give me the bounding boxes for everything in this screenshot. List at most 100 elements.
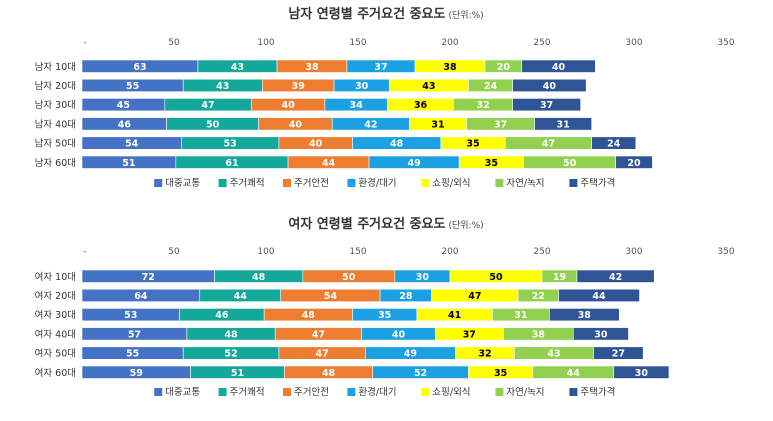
legend-label: 주거안전 [294,178,329,189]
bar-segment [549,308,620,322]
x-tick-label: 50 [168,247,180,257]
category-label: 남자 10대 [35,62,76,73]
data-label: 40 [281,100,295,111]
legend-label: 주거쾌적 [230,177,265,189]
x-tick-label: 300 [625,247,642,257]
data-label: 61 [225,158,238,169]
x-tick-label: 150 [349,38,366,48]
data-label: 53 [224,139,237,150]
data-label: 37 [494,119,507,130]
data-label: 32 [478,349,491,360]
data-label: 31 [514,310,527,321]
data-label: 31 [557,119,570,130]
category-label: 여자 60대 [35,367,76,379]
category-label: 여자 20대 [35,290,76,302]
category-label: 남자 40대 [35,119,76,130]
data-label: 51 [231,368,244,379]
bar-segment [615,155,653,169]
data-label: 59 [130,368,143,379]
data-label: 54 [125,139,139,150]
data-label: 37 [540,100,553,111]
bar-segment [572,327,629,341]
x-tick-label: 150 [349,247,366,257]
data-label: 47 [201,100,214,111]
legend-swatch [569,179,578,187]
x-tick-label: 100 [257,247,274,257]
legend-label: 주거쾌적 [230,386,265,398]
data-label: 52 [414,368,427,379]
data-label: 48 [252,272,266,283]
data-label: 47 [468,291,481,302]
x-tick-label: 200 [441,247,458,257]
data-label: 40 [309,139,323,150]
chart-unit-text: (단위:%) [448,10,483,21]
legend-label: 주택가격 [580,177,615,189]
bar-segment [521,59,596,73]
legend-swatch [569,388,578,396]
data-label: 37 [463,329,476,340]
category-label: 여자 40대 [35,328,76,340]
data-label: 47 [312,329,325,340]
data-label: 44 [234,291,248,302]
data-label: 35 [494,368,507,379]
legend-swatch [154,388,163,396]
data-label: 44 [322,158,336,169]
data-label: 44 [567,368,581,379]
legend-label: 자연/녹지 [506,387,544,398]
chart-unit-text: (단위:%) [448,220,483,231]
data-label: 47 [542,139,555,150]
x-tick-label: - [83,38,86,48]
legend-swatch [283,179,291,187]
chart-0: 남자 연령별 주거요건 중요도 (단위:%) 50 100 150 200 250 300 35… [35,6,735,189]
legend-label: 주택가격 [580,386,615,398]
legend-swatch [154,179,163,187]
data-label: 45 [117,100,130,111]
x-tick-label: 300 [625,38,642,48]
data-label: 46 [215,310,229,321]
category-label: 남자 20대 [35,81,76,92]
data-label: 51 [122,158,135,169]
data-label: 30 [635,368,649,379]
category-label: 여자 30대 [35,309,76,321]
bar-segment [576,269,655,283]
legend-swatch [421,388,430,396]
data-label: 57 [128,329,141,340]
data-label: 52 [224,349,237,360]
data-label: 50 [206,119,220,130]
data-label: 32 [477,100,490,111]
category-label: 남자 30대 [35,100,76,111]
data-label: 63 [133,62,146,73]
chart-1: 여자 연령별 주거요건 중요도 (단위:%) 50 100 150 200 250 300 35… [35,216,735,398]
data-label: 24 [607,139,621,150]
data-label: 27 [612,349,625,360]
data-label: 20 [497,62,511,73]
legend-label: 환경/대기 [358,177,396,189]
category-label: 남자 50대 [35,139,76,150]
x-tick-label: - [83,247,86,257]
x-tick-label: 100 [257,38,274,48]
data-label: 38 [305,62,319,73]
data-label: 28 [399,291,413,302]
x-tick-label: 350 [717,38,734,48]
data-label: 30 [594,329,608,340]
data-label: 47 [316,349,329,360]
data-label: 50 [342,272,356,283]
bar-segment [613,365,670,379]
legend-label: 쇼핑/외식 [432,386,470,398]
x-tick-label: 50 [168,38,180,48]
legend-label: 쇼핑/외식 [432,177,470,189]
data-label: 40 [392,329,406,340]
legend-swatch [347,388,356,396]
category-label: 여자 10대 [35,271,76,283]
data-label: 39 [292,81,305,92]
data-label: 42 [364,119,377,130]
x-tick-label: 350 [717,247,734,257]
data-label: 40 [543,81,557,92]
data-label: 43 [422,81,435,92]
chart-title-text: 남자 연령별 주거요건 중요도 [288,6,445,22]
data-label: 48 [302,310,316,321]
chart-title: 여자 연령별 주거요건 중요도 (단위:%) [288,216,483,232]
chart-title: 남자 연령별 주거요건 중요도 (단위:%) [288,6,483,22]
x-tick-label: 250 [533,247,550,257]
